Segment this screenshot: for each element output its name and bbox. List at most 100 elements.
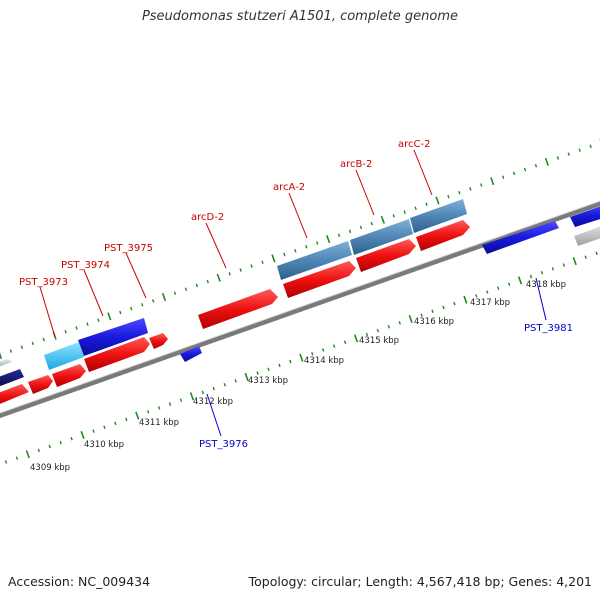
minor-tick — [497, 286, 500, 290]
feature-rna-a[interactable] — [277, 241, 352, 280]
minor-tick — [589, 144, 592, 149]
leader-arcA-2 — [288, 192, 308, 239]
feature-pst3975[interactable] — [84, 337, 150, 372]
feature-blue-top-left[interactable] — [78, 318, 148, 356]
leader-arcD-2 — [205, 222, 227, 269]
minor-tick — [59, 440, 62, 445]
minor-tick — [523, 167, 527, 172]
minor-tick — [551, 267, 555, 271]
feature-grey-right[interactable] — [574, 223, 600, 246]
gene-label-pst3981[interactable]: PST_3981 — [524, 323, 573, 334]
backbone-line — [0, 200, 600, 419]
feature-arcC-2[interactable] — [416, 220, 470, 251]
feature-rna-b[interactable] — [350, 219, 413, 255]
feature-grey-left[interactable] — [0, 359, 12, 370]
gene-label-arcB-2[interactable]: arcB-2 — [340, 159, 372, 170]
gene-label-pst3975[interactable]: PST_3975 — [104, 243, 153, 254]
major-tick — [408, 315, 413, 324]
scale-label-4316: 4316 kbp — [414, 317, 454, 327]
feature-arcB-2[interactable] — [356, 239, 416, 272]
major-tick — [216, 273, 221, 282]
feature-navy-left[interactable] — [0, 369, 24, 390]
major-tick — [299, 353, 304, 362]
minor-tick — [184, 287, 188, 292]
minor-tick — [420, 313, 423, 317]
minor-tick — [414, 206, 417, 210]
major-tick — [244, 372, 249, 382]
gene-label-pst3973[interactable]: PST_3973 — [19, 277, 68, 288]
scale-label-4313: 4313 kbp — [248, 376, 288, 386]
major-tick — [0, 352, 3, 360]
feature-red-small-a[interactable] — [28, 375, 53, 394]
minor-tick — [37, 448, 40, 453]
minor-tick — [469, 187, 472, 191]
minor-tick — [119, 310, 122, 315]
major-tick — [490, 177, 495, 186]
scale-label-4314: 4314 kbp — [304, 356, 344, 366]
label-leader-lines — [39, 149, 547, 437]
minor-tick — [392, 214, 395, 218]
major-tick — [135, 411, 140, 420]
leader-pst3974 — [83, 269, 104, 317]
gene-label-pst3976[interactable]: PST_3976 — [199, 439, 248, 450]
major-tick — [544, 157, 549, 166]
minor-tick — [4, 460, 8, 464]
minor-tick — [70, 437, 73, 441]
leader-pst3981 — [535, 277, 547, 321]
scale-label-4318: 4318 kbp — [526, 280, 566, 290]
minor-tick — [239, 268, 242, 272]
minor-tick — [103, 425, 106, 429]
major-tick — [271, 254, 276, 263]
minor-tick — [201, 390, 205, 395]
minor-tick — [529, 274, 533, 279]
minor-tick — [562, 263, 566, 267]
major-tick — [353, 334, 359, 343]
major-tick — [161, 293, 167, 302]
minor-tick — [398, 321, 401, 325]
scale-label-4310: 4310 kbp — [84, 440, 124, 450]
major-tick — [517, 276, 523, 285]
feature-pst3973[interactable] — [0, 384, 29, 408]
minor-tick — [311, 352, 314, 356]
gene-label-arcC-2[interactable]: arcC-2 — [398, 139, 430, 150]
feature-blue-right[interactable] — [570, 203, 600, 227]
minor-tick — [250, 264, 253, 268]
minor-tick — [228, 272, 231, 276]
minor-tick — [501, 175, 505, 180]
minor-tick — [212, 386, 215, 391]
minor-tick — [289, 359, 292, 364]
feature-light-blue[interactable] — [44, 342, 84, 370]
feature-red-small-b[interactable] — [149, 333, 168, 349]
minor-tick — [278, 363, 281, 368]
major-tick — [380, 215, 385, 224]
feature-pst3981[interactable] — [482, 221, 559, 254]
minor-tick — [447, 194, 450, 199]
minor-tick — [168, 402, 172, 406]
minor-tick — [480, 183, 483, 187]
minor-tick — [343, 340, 347, 344]
feature-pst3974[interactable] — [52, 364, 86, 387]
major-tick — [189, 392, 195, 401]
minor-tick — [403, 210, 406, 214]
feature-arcA-2[interactable] — [283, 261, 356, 298]
minor-tick — [223, 382, 226, 387]
minor-tick — [337, 233, 341, 237]
major-tick — [435, 196, 440, 205]
minor-tick — [316, 241, 319, 245]
minor-tick — [283, 252, 286, 257]
feature-arcD-2[interactable] — [198, 289, 278, 329]
gene-label-arcD-2[interactable]: arcD-2 — [191, 212, 224, 223]
feature-pst3976[interactable] — [180, 346, 202, 362]
minor-tick — [376, 328, 380, 333]
gene-label-pst3974[interactable]: PST_3974 — [61, 260, 110, 271]
minor-tick — [157, 406, 161, 410]
minor-tick — [584, 255, 587, 259]
minor-tick — [147, 410, 150, 414]
minor-tick — [31, 341, 34, 346]
gene-labels: PST_3973 PST_3974 PST_3975 arcD-2 arcA-2… — [19, 139, 573, 450]
minor-tick — [256, 371, 259, 375]
gene-label-arcA-2[interactable]: arcA-2 — [273, 182, 305, 193]
minor-tick — [322, 348, 325, 352]
feature-rna-c[interactable] — [410, 199, 467, 233]
